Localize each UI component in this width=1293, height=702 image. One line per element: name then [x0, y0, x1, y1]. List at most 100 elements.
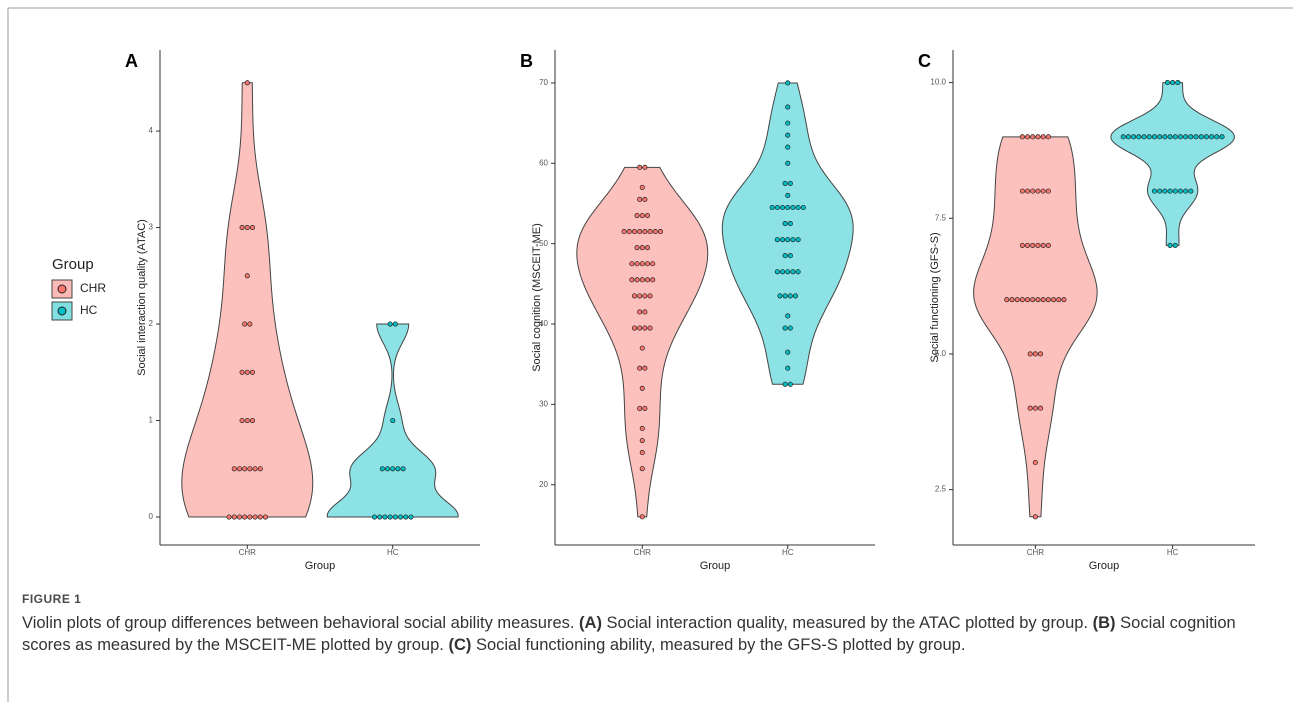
legend-label: CHR	[80, 281, 106, 295]
data-dot	[1030, 188, 1036, 194]
caption-part: Social cognition scores as measured by t…	[22, 614, 1236, 654]
data-dot	[647, 229, 653, 235]
data-dot	[1009, 297, 1015, 303]
data-dot	[1172, 188, 1178, 194]
data-dot	[1038, 405, 1044, 411]
data-dot	[637, 229, 643, 235]
data-dot	[1032, 459, 1038, 466]
data-dot	[644, 245, 651, 251]
data-dot	[1045, 134, 1051, 140]
data-dot	[637, 309, 643, 315]
data-dot	[626, 229, 632, 235]
data-dot	[1162, 134, 1168, 140]
data-dot	[231, 466, 237, 472]
data-dot	[1162, 188, 1168, 194]
y-tick-label: 0	[149, 512, 154, 521]
data-dot	[1035, 134, 1041, 140]
data-dot	[249, 224, 256, 231]
data-dot	[777, 293, 783, 299]
y-tick-label: 50	[539, 239, 548, 248]
data-dot	[785, 349, 791, 355]
panel-letter: C	[918, 51, 931, 71]
data-dot	[1188, 188, 1194, 194]
data-dot	[1032, 514, 1038, 520]
data-dot	[785, 313, 791, 319]
data-dot	[252, 466, 258, 472]
data-dot	[1193, 134, 1199, 140]
data-dot	[231, 514, 237, 520]
data-dot	[1004, 297, 1010, 303]
data-dot	[1146, 134, 1152, 140]
data-dot	[1045, 297, 1051, 303]
data-dot	[244, 369, 250, 375]
caption: FIGURE 1 Violin plots of group differenc…	[22, 592, 1272, 656]
data-dot	[244, 80, 250, 86]
data-dot	[239, 369, 245, 375]
data-dot	[639, 425, 645, 432]
data-dot	[1025, 242, 1031, 248]
data-dot	[249, 369, 256, 375]
legend-title: Group	[52, 256, 94, 273]
data-dot	[642, 365, 648, 371]
x-tick-label: CHR	[634, 548, 652, 557]
data-dot	[637, 196, 643, 203]
data-dot	[621, 229, 627, 235]
x-tick-label: CHR	[1027, 548, 1045, 557]
data-dot	[639, 385, 645, 391]
data-dot	[1164, 80, 1170, 86]
data-dot	[629, 261, 635, 267]
data-dot	[242, 514, 248, 520]
data-dot	[639, 184, 645, 190]
data-dot	[242, 466, 248, 472]
data-dot	[1030, 134, 1036, 140]
data-dot	[1183, 134, 1189, 140]
panel-letter: B	[520, 51, 533, 71]
data-dot	[1203, 134, 1209, 140]
violin	[1110, 82, 1235, 246]
data-dot	[1198, 134, 1204, 140]
data-dot	[785, 237, 791, 243]
data-dot	[1025, 134, 1031, 140]
data-dot	[1167, 134, 1173, 140]
data-dot	[642, 293, 648, 299]
data-dot	[782, 381, 788, 387]
data-dot	[642, 309, 648, 315]
data-dot	[795, 269, 801, 275]
data-dot	[1172, 242, 1178, 248]
y-axis-title: Social interaction quality (ATAC)	[136, 219, 148, 376]
data-dot	[795, 237, 801, 243]
data-dot	[631, 325, 638, 331]
data-dot	[647, 325, 653, 331]
data-dot	[1172, 134, 1178, 140]
data-dot	[800, 204, 806, 211]
data-dot	[257, 514, 263, 520]
data-dot	[637, 325, 643, 331]
data-dot	[774, 269, 780, 275]
data-dot	[779, 204, 786, 211]
data-dot	[390, 417, 396, 424]
data-dot	[1040, 242, 1046, 248]
data-dot	[1035, 188, 1041, 194]
data-dot	[1056, 297, 1062, 303]
data-dot	[644, 277, 651, 283]
data-dot	[1157, 134, 1163, 140]
data-dot	[1177, 188, 1183, 194]
y-tick-label: 30	[539, 399, 548, 408]
violin	[181, 82, 314, 518]
data-dot	[637, 164, 643, 170]
data-dot	[244, 273, 250, 279]
data-dot	[652, 229, 658, 235]
data-dot	[1027, 351, 1033, 357]
data-dot	[377, 514, 383, 520]
data-dot	[1214, 134, 1220, 140]
x-axis-title: Group	[1089, 560, 1120, 572]
data-dot	[379, 466, 385, 472]
data-dot	[1131, 134, 1137, 140]
data-dot	[785, 192, 791, 198]
data-dot	[1030, 242, 1036, 248]
data-dot	[785, 120, 791, 126]
y-tick-label: 4	[149, 126, 154, 135]
data-dot	[244, 224, 250, 231]
data-dot	[390, 466, 396, 472]
caption-part: (A)	[579, 614, 602, 632]
